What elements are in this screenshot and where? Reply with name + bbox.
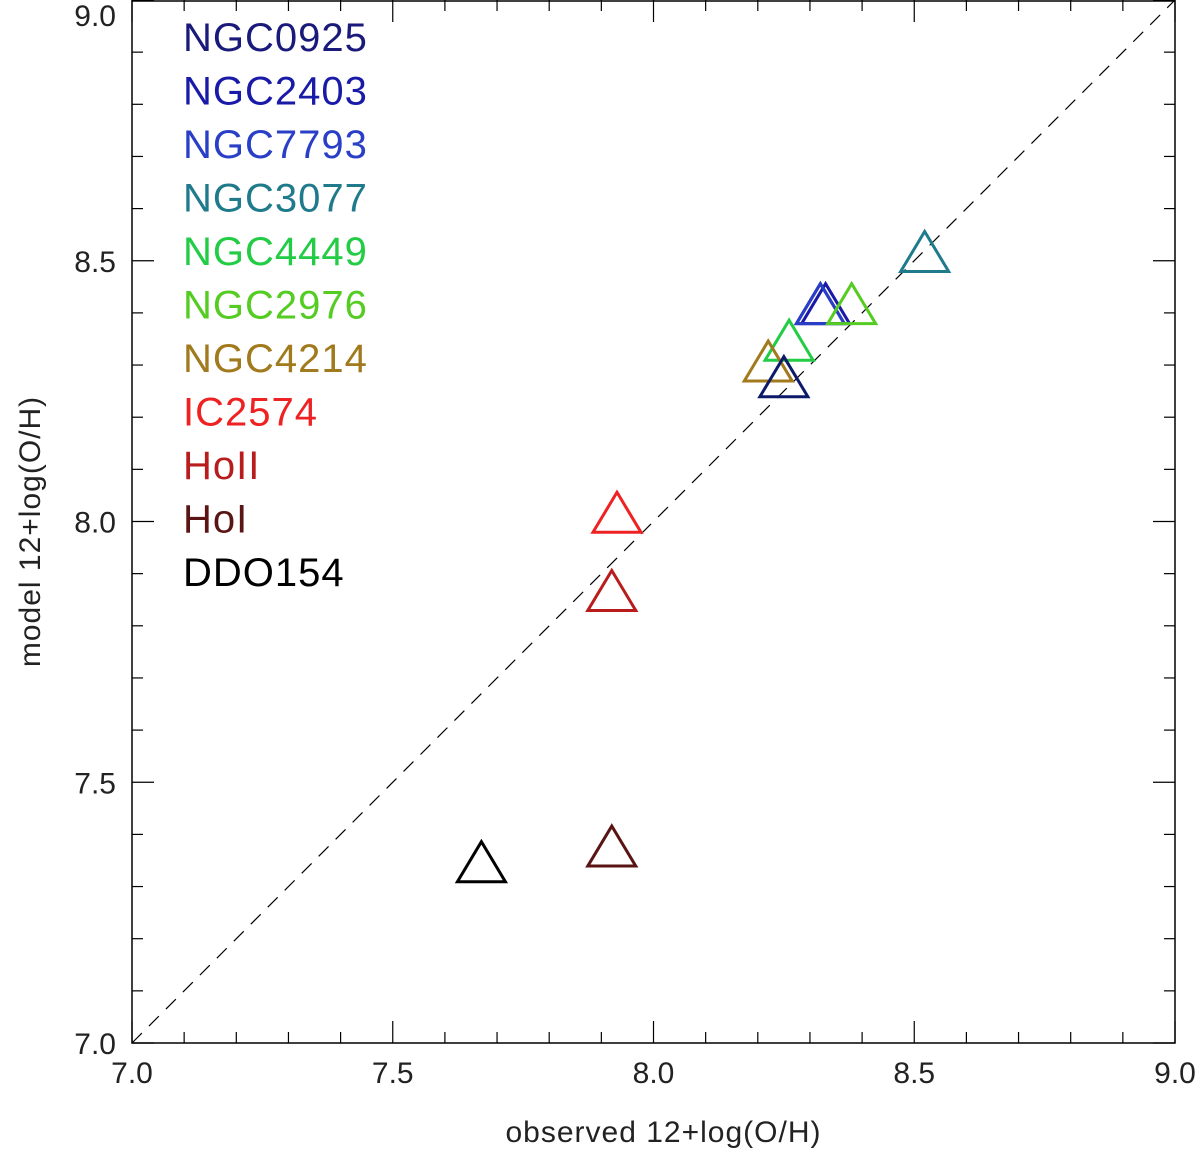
data-point-triangle xyxy=(762,317,816,362)
y-tick-labels: 7.0 7.5 8.0 8.5 9.0 xyxy=(74,0,116,1061)
legend-entry: NGC4214 xyxy=(183,337,368,381)
legend-entry: HoII xyxy=(183,444,260,488)
x-tick-label: 8.5 xyxy=(893,1057,935,1090)
x-tick-label: 8.0 xyxy=(633,1057,675,1090)
x-axis-label: observed 12+log(O/H) xyxy=(506,1116,822,1149)
y-tick-label: 8.5 xyxy=(74,246,116,279)
x-tick-label: 7.0 xyxy=(111,1057,153,1090)
legend: NGC0925 NGC2403 NGC7793 NGC3077 NGC4449 NGC29… xyxy=(183,16,368,595)
data-point-triangle xyxy=(898,228,952,274)
x-tick-labels: 7.0 7.5 8.0 8.5 9.0 xyxy=(111,1057,1196,1090)
data-point-triangle xyxy=(585,823,639,868)
legend-entry: NGC2976 xyxy=(183,284,368,328)
legend-entry: NGC3077 xyxy=(183,177,368,221)
ticks-layer xyxy=(131,0,1176,1044)
x-tick-label: 9.0 xyxy=(1154,1057,1196,1090)
data-point-triangle xyxy=(825,280,879,326)
data-point-triangle xyxy=(757,353,811,399)
y-axis-label: model 12+log(O/H) xyxy=(14,396,47,667)
legend-entry: HoI xyxy=(183,498,248,542)
y-tick-label: 8.0 xyxy=(74,507,116,540)
legend-entry: NGC2403 xyxy=(183,70,368,114)
y-tick-label: 7.5 xyxy=(74,767,116,800)
identity-reference-line xyxy=(131,0,1176,1044)
legend-entry: NGC4449 xyxy=(183,230,368,274)
legend-entry: NGC7793 xyxy=(183,123,368,167)
legend-entry: DDO154 xyxy=(183,551,345,595)
y-tick-label: 7.0 xyxy=(74,1028,116,1061)
plot-frame xyxy=(131,0,1176,1044)
markers-layer xyxy=(454,228,952,884)
data-point-triangle xyxy=(793,280,848,326)
data-point-triangle xyxy=(585,567,639,613)
x-tick-label: 7.5 xyxy=(372,1057,414,1090)
data-point-triangle xyxy=(454,838,509,884)
y-tick-label: 9.0 xyxy=(74,0,116,33)
legend-entry: IC2574 xyxy=(183,391,318,435)
data-point-triangle xyxy=(590,489,644,534)
legend-entry: NGC0925 xyxy=(183,16,368,60)
